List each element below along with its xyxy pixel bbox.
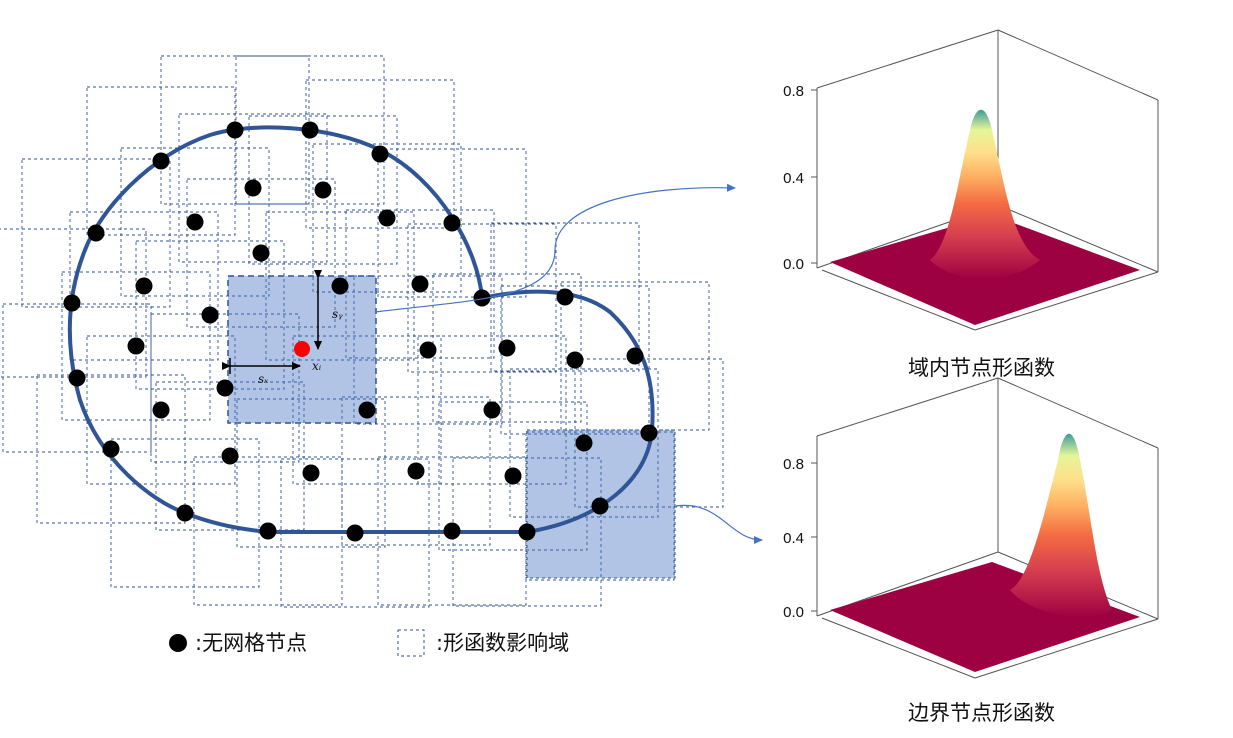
plot2-ytick-0: 0.8 bbox=[783, 456, 804, 473]
influence-domain-square bbox=[86, 335, 236, 485]
legend-node-marker bbox=[169, 634, 187, 652]
influence-domain-square bbox=[120, 147, 270, 297]
mesh-node bbox=[443, 214, 461, 232]
mesh-node bbox=[87, 224, 105, 242]
mesh-node bbox=[378, 209, 396, 227]
mesh-node bbox=[176, 504, 194, 522]
surface-plot-boundary: 0.8 0.4 0.0 bbox=[783, 377, 1159, 679]
influence-domain-square bbox=[110, 438, 260, 588]
legend-node-label: :无网格节点 bbox=[195, 631, 307, 655]
mesh-node bbox=[201, 306, 219, 324]
mesh-node bbox=[575, 434, 593, 452]
interior-connector-arrow bbox=[374, 183, 736, 313]
mesh-node bbox=[244, 179, 262, 197]
influence-domain-square bbox=[86, 86, 236, 236]
mesh-node bbox=[371, 145, 389, 163]
influence-domain-square bbox=[61, 271, 211, 421]
mesh-node bbox=[626, 347, 644, 365]
mesh-node bbox=[186, 213, 204, 231]
influence-domain-square bbox=[150, 313, 300, 463]
mesh-node bbox=[518, 523, 536, 541]
mesh-node bbox=[419, 341, 437, 359]
plot1-ytick-2: 0.0 bbox=[783, 256, 804, 273]
mesh-node bbox=[152, 401, 170, 419]
influence-domain-square bbox=[509, 368, 659, 518]
influence-domain-square bbox=[417, 335, 567, 485]
mesh-node bbox=[314, 181, 332, 199]
sx-label: sₓ bbox=[258, 372, 269, 386]
legend-domain-label: :形函数影响域 bbox=[436, 631, 569, 655]
mesh-node bbox=[498, 339, 516, 357]
mesh-node bbox=[102, 440, 120, 458]
plot2-ytick-1: 0.4 bbox=[783, 530, 804, 547]
plot1-ytick-1: 0.4 bbox=[783, 170, 804, 187]
mesh-node bbox=[411, 275, 429, 293]
mesh-node bbox=[301, 121, 319, 139]
mesh-node bbox=[504, 467, 522, 485]
influence-domain-square bbox=[377, 148, 527, 298]
mesh-node bbox=[407, 462, 425, 480]
mesh-node bbox=[483, 401, 501, 419]
mesh-node bbox=[640, 424, 658, 442]
mesh-node bbox=[346, 524, 364, 542]
boundary-connector-arrow bbox=[675, 504, 763, 544]
plot2-ytick-2: 0.0 bbox=[783, 604, 804, 621]
xi-label: xᵢ bbox=[312, 359, 322, 373]
mesh-node bbox=[226, 121, 244, 139]
mesh-node bbox=[443, 522, 461, 540]
influence-domain-square bbox=[292, 335, 442, 485]
mesh-node bbox=[302, 464, 320, 482]
plot2-caption: 边界节点形函数 bbox=[908, 701, 1055, 725]
mesh-node bbox=[252, 244, 270, 262]
highlight-node bbox=[294, 341, 310, 357]
mesh-node bbox=[473, 289, 491, 307]
influence-domain-square bbox=[438, 401, 588, 551]
sy-label: sᵧ bbox=[332, 307, 343, 321]
mesh-node bbox=[566, 351, 584, 369]
influence-domain-square bbox=[574, 358, 724, 508]
mesh-node bbox=[68, 369, 86, 387]
influence-domain-square bbox=[236, 398, 386, 548]
influence-domain-square bbox=[525, 431, 675, 581]
mesh-node bbox=[556, 288, 574, 306]
plot1-ytick-0: 0.8 bbox=[783, 83, 804, 100]
influence-domain-square bbox=[560, 281, 710, 431]
mesh-node bbox=[591, 497, 609, 515]
legend-domain-marker bbox=[397, 629, 425, 657]
mesh-node bbox=[152, 152, 170, 170]
mesh-free-nodes bbox=[63, 121, 658, 542]
mesh-node bbox=[63, 294, 81, 312]
influence-domain-square bbox=[305, 79, 455, 229]
plot1-caption: 域内节点形函数 bbox=[908, 356, 1055, 380]
influence-domain-square bbox=[312, 143, 462, 293]
mesh-node bbox=[127, 337, 145, 355]
influence-domain-square bbox=[407, 223, 557, 373]
surface-plot-interior: 0.8 0.4 0.0 bbox=[783, 29, 1159, 331]
influence-domain-square bbox=[186, 178, 336, 328]
mesh-node bbox=[216, 379, 234, 397]
influence-domain-square bbox=[21, 158, 171, 308]
mesh-node bbox=[259, 522, 277, 540]
mesh-node bbox=[331, 277, 349, 295]
mesh-node bbox=[135, 277, 153, 295]
influence-domain-square bbox=[36, 374, 186, 524]
influence-domain-square bbox=[0, 228, 147, 378]
mesh-node bbox=[221, 447, 239, 465]
influence-domain-square bbox=[135, 240, 285, 390]
influence-domain-square bbox=[500, 285, 650, 435]
mesh-node bbox=[358, 401, 376, 419]
influence-domain-square bbox=[69, 211, 219, 361]
